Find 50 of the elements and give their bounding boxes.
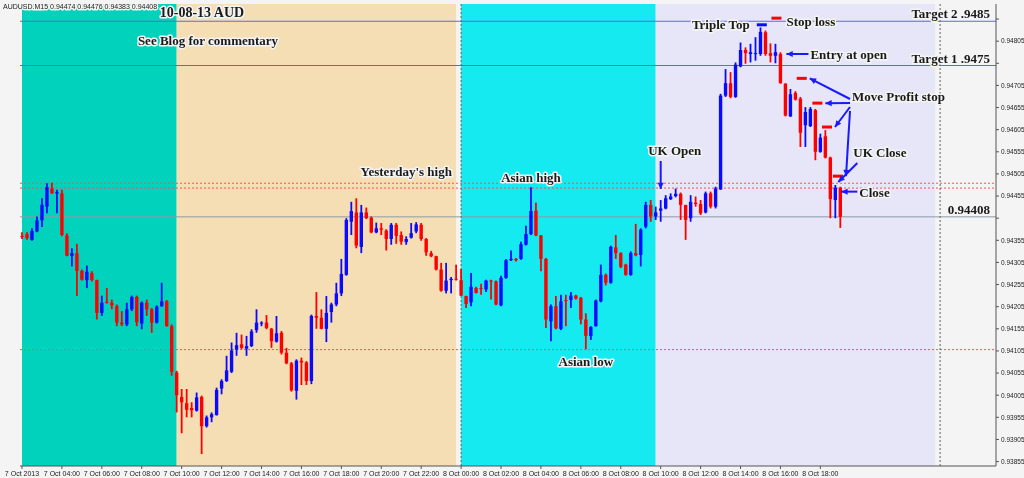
ref-line-label: Target 2 .9485 xyxy=(911,6,991,22)
candlestick xyxy=(539,234,543,273)
candlestick xyxy=(105,287,109,305)
candlestick xyxy=(150,307,154,334)
candlestick xyxy=(584,312,588,351)
candlestick xyxy=(768,42,773,64)
candlestick xyxy=(554,295,558,331)
candlestick xyxy=(100,294,104,317)
candlestick xyxy=(614,234,618,260)
candlestick xyxy=(748,42,753,64)
candlestick xyxy=(439,261,443,293)
ref-line-label: Target 1 .9475 xyxy=(911,50,991,66)
annotation: Entry at open xyxy=(810,47,888,63)
candlestick xyxy=(184,388,189,419)
candlestick xyxy=(194,391,199,413)
candlestick xyxy=(274,315,279,344)
candlestick xyxy=(504,258,508,280)
candlestick xyxy=(658,199,663,223)
annotation: Yesterday's high xyxy=(360,164,453,180)
annotation: Close xyxy=(859,184,890,200)
annotation: Asian low xyxy=(558,354,614,370)
annotation: Asian high xyxy=(501,170,562,186)
candlestick xyxy=(529,186,533,236)
candlestick xyxy=(70,247,74,268)
candlestick xyxy=(753,36,758,62)
candlestick xyxy=(549,303,553,343)
candlestick xyxy=(459,268,463,297)
candlestick xyxy=(444,261,448,295)
annotation: Stop loss xyxy=(786,14,836,30)
candlestick xyxy=(224,354,229,383)
candlestick xyxy=(244,335,249,357)
candlestick xyxy=(349,200,354,236)
candlestick xyxy=(823,129,828,160)
candlestick xyxy=(115,303,119,328)
candlestick xyxy=(564,293,568,328)
candlestick xyxy=(329,301,334,324)
candlestick xyxy=(85,264,89,289)
candlestick xyxy=(314,291,319,330)
candlestick xyxy=(469,272,473,308)
candlestick xyxy=(379,222,383,236)
candlestick xyxy=(234,331,239,357)
candlestick xyxy=(723,68,728,98)
candlestick xyxy=(75,242,79,297)
annotation: Move Profit stop xyxy=(852,89,945,104)
candlestick xyxy=(773,42,778,65)
candlestick xyxy=(454,263,458,282)
ref-line-label: 0.94408 xyxy=(947,201,991,217)
annotation: UK Close xyxy=(853,144,907,160)
annotation: Triple Top xyxy=(691,16,750,32)
candlestick xyxy=(304,360,309,386)
